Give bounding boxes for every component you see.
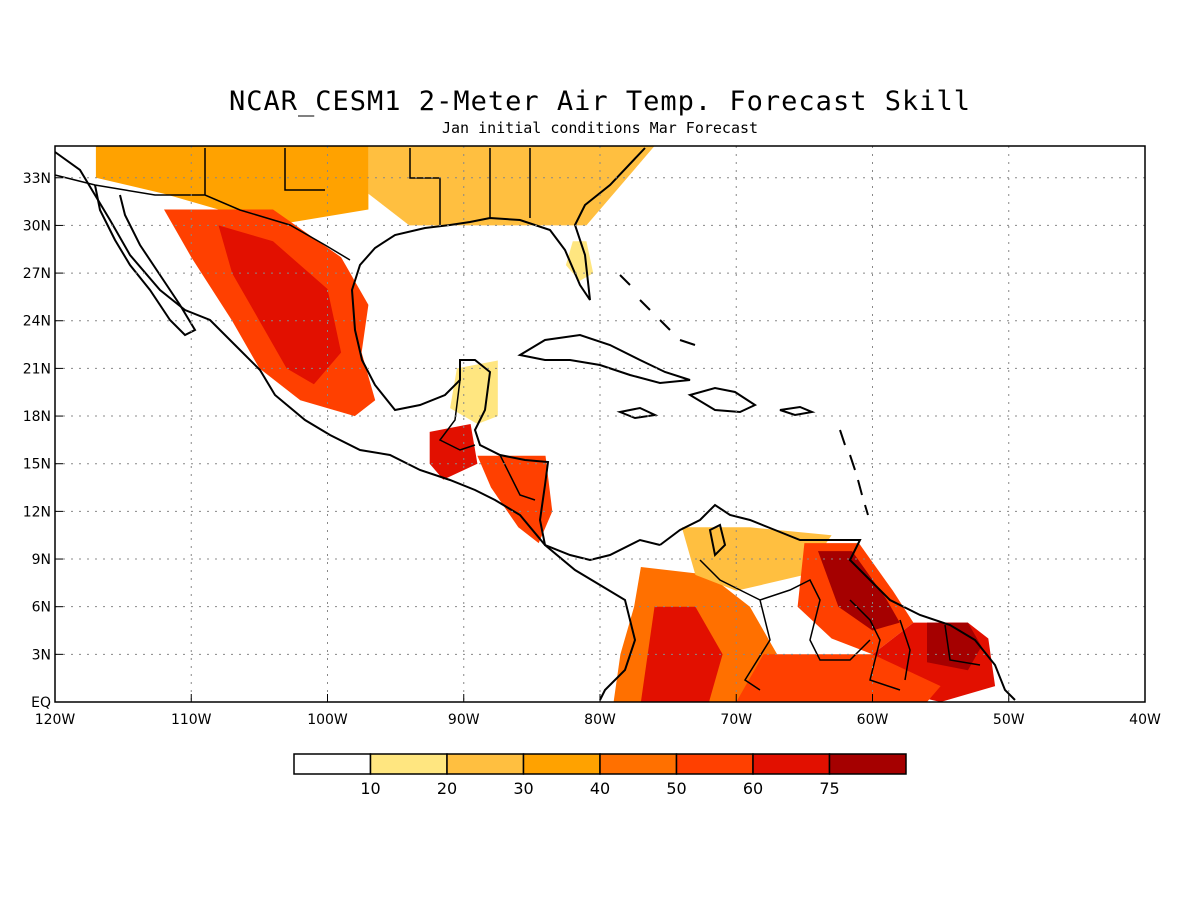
lat-tick-label-6: 18N — [23, 409, 51, 425]
lat-tick-label-2: 6N — [32, 600, 51, 616]
skill-field — [95, 146, 996, 702]
skill-region-guyana-core — [818, 551, 900, 631]
axis-ticks: 120W 110W 100W 90W 80W 70W 60W 50W 40W EQ 3N 6N 9N 12… — [23, 171, 1161, 728]
lon-tick-label-5: 70W — [720, 712, 752, 728]
coastlines — [54, 147, 1016, 701]
lat-tick-label-5: 15N — [23, 457, 51, 473]
lon-tick-label-0: 120W — [35, 712, 76, 728]
colorbar-bin-0 — [293, 753, 372, 775]
lat-tick-label-0: EQ — [31, 695, 51, 711]
skill-region-colombia-core — [640, 606, 723, 702]
colorbar-label-2: 20 — [437, 779, 457, 798]
skill-region-amazon-north — [736, 654, 941, 702]
colorbar-label-1: 10 — [360, 779, 380, 798]
lat-tick-label-10: 30N — [23, 218, 51, 234]
coastline-jamaica — [616, 406, 659, 420]
skill-region-southwest-us — [95, 146, 369, 226]
colorbar-bin-5 — [675, 753, 754, 775]
skill-region-venezuela-north — [681, 527, 832, 591]
coastline-antilles — [839, 429, 869, 516]
lon-tick-label-4: 80W — [584, 712, 616, 728]
lat-tick-label-4: 12N — [23, 504, 51, 520]
coastline-bahamas — [619, 274, 696, 346]
lon-tick-label-6: 60W — [857, 712, 889, 728]
lon-tick-label-8: 40W — [1129, 712, 1161, 728]
skill-region-central-america — [477, 455, 553, 544]
lat-tick-label-9: 27N — [23, 266, 51, 282]
lon-tick-label-7: 50W — [993, 712, 1025, 728]
lat-tick-label-1: 3N — [32, 647, 51, 663]
skill-region-central-mexico — [218, 225, 342, 385]
skill-region-yucatan — [450, 360, 498, 424]
coastline-puerto-rico — [779, 405, 816, 417]
colorbar-label-6: 60 — [743, 779, 763, 798]
lat-tick-label-8: 24N — [23, 314, 51, 330]
coastline-mexico-gulf — [350, 147, 661, 562]
country-borders — [54, 148, 981, 691]
lat-tick-label-7: 21N — [23, 361, 51, 377]
colorbar: 10 20 30 40 50 60 75 — [293, 753, 907, 798]
coastline-baja — [94, 184, 197, 337]
coastline-maracaibo — [708, 523, 727, 558]
colorbar-bin-6 — [752, 753, 831, 775]
colorbar-bin-4 — [599, 753, 678, 775]
skill-region-southeast-us — [368, 146, 655, 226]
coastline-south-america — [659, 503, 1016, 701]
chart-subtitle: Jan initial conditions Mar Forecast — [441, 119, 759, 137]
chart-title: NCAR_CESM1 2-Meter Air Temp. Forecast Sk… — [229, 86, 971, 117]
coastline-mexico-pacific — [54, 151, 637, 701]
lat-tick-label-3: 9N — [32, 552, 51, 568]
lat-tick-label-11: 33N — [23, 171, 51, 187]
colorbar-bin-3 — [522, 753, 601, 775]
colorbar-bin-1 — [369, 753, 448, 775]
lon-tick-label-3: 90W — [448, 712, 480, 728]
colorbar-label-5: 50 — [666, 779, 686, 798]
coastline-hispaniola — [687, 386, 758, 414]
colorbar-label-3: 30 — [513, 779, 533, 798]
colorbar-label-7: 75 — [819, 779, 839, 798]
colorbar-label-4: 40 — [590, 779, 610, 798]
skill-region-guatemala — [429, 424, 478, 480]
colorbar-bin-7 — [828, 753, 907, 775]
lon-tick-label-2: 100W — [307, 712, 348, 728]
skill-region-suriname-core — [927, 622, 982, 671]
lon-tick-label-1: 110W — [171, 712, 212, 728]
map-grid — [55, 146, 1145, 702]
colorbar-bin-2 — [446, 753, 525, 775]
coastline-cuba — [517, 333, 691, 385]
